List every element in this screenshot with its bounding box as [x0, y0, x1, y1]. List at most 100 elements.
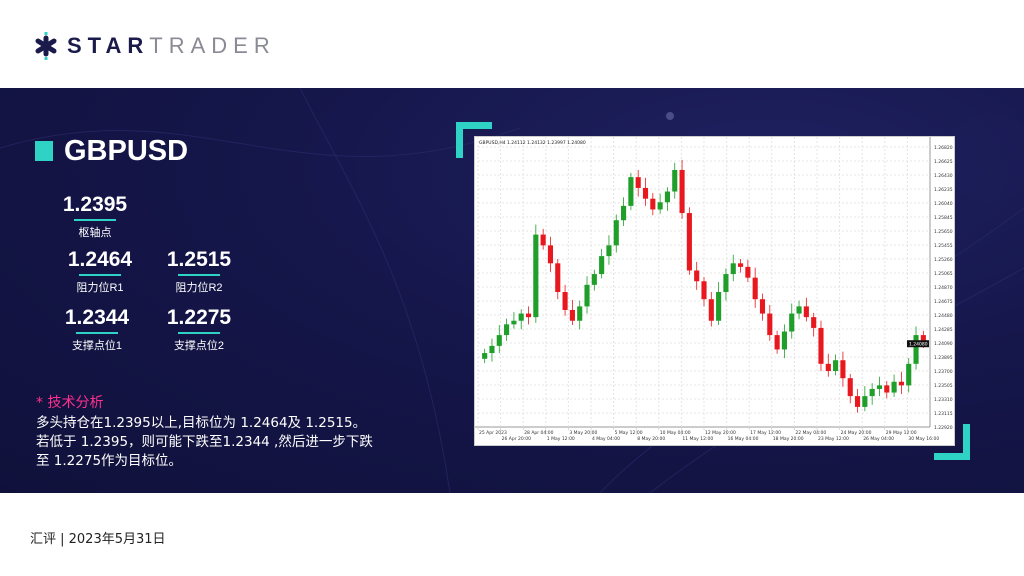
- candle-body: [869, 388, 875, 397]
- candle-body: [759, 299, 766, 314]
- x-tick-label: 11 May 12:00: [682, 436, 713, 442]
- y-tick-label: 1.25650: [934, 229, 953, 235]
- candle-body: [833, 360, 839, 371]
- candle-body: [723, 274, 729, 293]
- candle-body: [803, 306, 809, 318]
- candle-body: [657, 202, 663, 210]
- x-tick-label: 10 May 04:00: [660, 430, 691, 436]
- candle-body: [635, 177, 641, 188]
- candle-body: [482, 353, 488, 359]
- bracket-bottom-right: [934, 453, 970, 460]
- x-tick-label: 16 May 04:00: [728, 436, 759, 442]
- candle-body: [898, 381, 904, 386]
- candle-body: [796, 306, 802, 314]
- candle-body: [862, 396, 868, 407]
- x-tick-label: 5 May 12:00: [615, 430, 643, 436]
- x-tick-label: 23 May 12:00: [818, 436, 849, 442]
- chart-title: GBPUSD,H4 1.24112 1.24132 1.23997 1.2408…: [479, 140, 586, 146]
- y-tick-label: 1.25065: [934, 271, 953, 277]
- candle-body: [716, 292, 722, 321]
- y-tick-label: 1.25455: [934, 243, 953, 249]
- candle-body: [811, 317, 817, 328]
- x-tick-label: 29 May 12:00: [886, 430, 917, 436]
- candle-body: [577, 306, 583, 321]
- bracket-top-left-v: [456, 122, 463, 158]
- candle-body: [511, 320, 517, 325]
- x-tick-label: 28 Apr 04:00: [524, 430, 553, 436]
- candle-body: [920, 335, 926, 344]
- y-tick-label: 1.23505: [934, 383, 953, 389]
- candle-body: [876, 385, 883, 389]
- candle-body: [884, 385, 890, 393]
- candle-body: [555, 263, 561, 293]
- candle-body: [591, 274, 597, 285]
- y-tick-label: 1.25260: [934, 257, 953, 263]
- candle-body: [628, 177, 634, 206]
- candle-body: [840, 360, 846, 379]
- x-tick-label: 17 May 12:00: [750, 430, 781, 436]
- candle-body: [664, 191, 671, 203]
- candle-body: [525, 313, 532, 318]
- support-2: 1.2275 支撑点位2: [166, 306, 232, 352]
- x-tick-label: 26 May 04:00: [863, 436, 894, 442]
- y-tick-label: 1.24285: [934, 327, 953, 333]
- last-price-label: 1.24080: [909, 342, 928, 348]
- x-tick-label: 18 May 20:00: [773, 436, 804, 442]
- y-tick-label: 1.26625: [934, 159, 953, 165]
- candle-body: [547, 245, 554, 264]
- x-tick-label: 1 May 12:00: [547, 436, 575, 442]
- y-tick-label: 1.23700: [934, 369, 953, 375]
- candle-body: [504, 324, 510, 336]
- candle-body: [599, 256, 605, 275]
- candle-body: [701, 281, 707, 300]
- bracket-bottom-right-v: [963, 424, 970, 460]
- pivot-level: 1.2395 枢轴点: [62, 193, 128, 239]
- candle-body: [825, 363, 831, 371]
- logo-text-trader: TRADER: [149, 33, 276, 58]
- candle-body: [686, 213, 692, 271]
- candle-body: [752, 277, 758, 300]
- y-tick-label: 1.24675: [934, 299, 953, 305]
- candle-body: [613, 220, 619, 246]
- candle-body: [847, 378, 853, 397]
- candle-body: [489, 345, 495, 354]
- y-tick-label: 1.26235: [934, 187, 953, 193]
- footer-date: 汇评 | 2023年5月31日: [30, 532, 166, 547]
- y-tick-label: 1.26820: [934, 145, 953, 151]
- candle-body: [708, 299, 714, 321]
- candle-body: [781, 331, 787, 350]
- resistance-r2: 1.2515 阻力位R2: [166, 248, 232, 294]
- x-tick-label: 8 May 20:00: [637, 436, 665, 442]
- candle-body: [569, 309, 575, 321]
- candlestick-chart: 1.26820 1.26625 1.26430 1.26235 1.26040 1.258…: [475, 137, 953, 442]
- y-tick-label: 1.25845: [934, 215, 953, 221]
- x-tick-label: 30 May 16:00: [908, 436, 939, 442]
- startrader-logo: STAR TRADER: [33, 32, 276, 60]
- candle-body: [672, 169, 678, 192]
- x-tick-label: 26 Apr 20:00: [502, 436, 531, 442]
- symbol-marker: [35, 141, 53, 161]
- candle-body: [774, 335, 780, 350]
- candle-body: [913, 335, 919, 364]
- candle-body: [584, 284, 590, 307]
- y-tick-label: 1.22920: [934, 425, 953, 431]
- y-tick-label: 1.26430: [934, 173, 953, 179]
- candle-body: [621, 205, 627, 221]
- candle-body: [606, 245, 612, 257]
- candle-body: [767, 313, 773, 336]
- candle-body: [694, 270, 700, 282]
- y-tick-label: 1.24480: [934, 313, 953, 319]
- logo-text-star: STAR: [67, 33, 150, 58]
- x-tick-label: 3 May 20:00: [569, 430, 597, 436]
- resistance-r1: 1.2464 阻力位R1: [67, 248, 133, 294]
- y-tick-label: 1.23115: [934, 411, 953, 417]
- y-tick-label: 1.24090: [934, 341, 953, 347]
- candle-body: [650, 198, 656, 210]
- candle-body: [891, 381, 897, 393]
- x-tick-label: 22 May 04:00: [795, 430, 826, 436]
- bracket-top-left: [456, 122, 492, 129]
- analysis-text: 多头持仓在1.2395以上,目标位为 1.2464及 1.2515。 若低于 1.…: [36, 415, 373, 469]
- candle-body: [496, 335, 502, 346]
- symbol-title: GBPUSD: [64, 135, 189, 167]
- price-chart: 1.26820 1.26625 1.26430 1.26235 1.26040 1.258…: [474, 136, 955, 446]
